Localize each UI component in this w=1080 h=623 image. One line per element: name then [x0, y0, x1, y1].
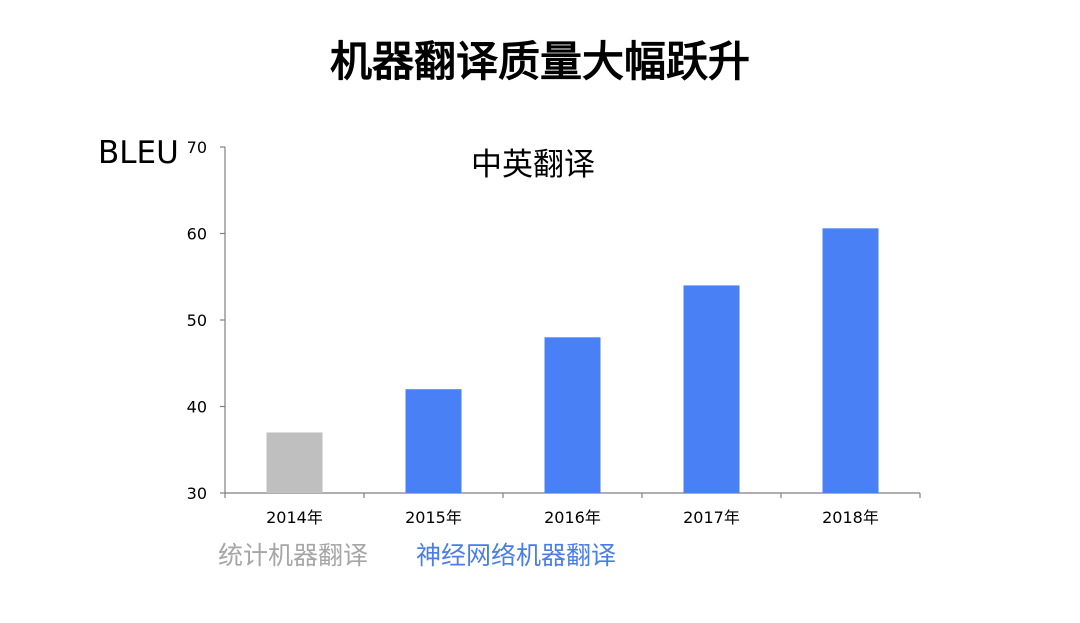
y-tick-label: 30 [187, 484, 207, 503]
x-tick-label: 2015年 [405, 508, 462, 527]
legend-item-neural: 神经网络机器翻译 [415, 541, 616, 570]
x-tick-label: 2016年 [544, 508, 601, 527]
y-tick-label: 40 [187, 398, 207, 417]
y-tick-labels: 30 40 50 60 70 [187, 138, 207, 503]
x-tick-label: 2017年 [683, 508, 740, 527]
chart-bars [266, 228, 879, 493]
y-axis-label: BLEU [98, 135, 179, 171]
legend: 统计机器翻译 神经网络机器翻译 [218, 536, 616, 572]
bar-2018年 [822, 228, 879, 493]
bar-2017年 [683, 285, 740, 493]
chart-title: 中英翻译 [471, 147, 595, 183]
bar-2016年 [544, 337, 601, 493]
x-tick-label: 2018年 [822, 508, 879, 527]
y-tick-label: 70 [187, 138, 207, 157]
legend-item-statistical: 统计机器翻译 [218, 541, 369, 570]
y-tick-label: 60 [187, 225, 207, 244]
y-tick-label: 50 [187, 311, 207, 330]
bar-2015年 [405, 389, 462, 493]
x-tick-label: 2014年 [266, 508, 323, 527]
x-tick-labels: 2014年 2015年 2016年 2017年 2018年 [266, 508, 879, 527]
bar-2014年 [266, 432, 323, 493]
page-title: 机器翻译质量大幅跃升 [329, 37, 750, 86]
